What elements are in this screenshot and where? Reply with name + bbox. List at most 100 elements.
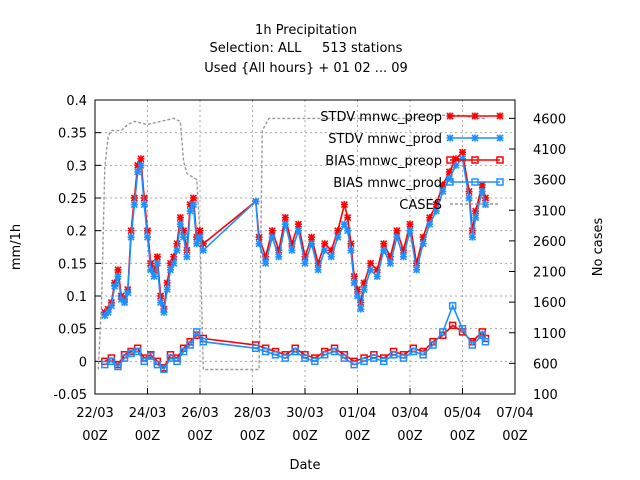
data-point bbox=[189, 194, 198, 202]
title-line-3: Used {All hours} + 01 02 ... 09 bbox=[204, 61, 408, 76]
data-point bbox=[120, 298, 129, 307]
y2-tick-label: 1100 bbox=[533, 327, 566, 342]
legend-entry: BIAS mnwc_preop bbox=[325, 154, 504, 169]
data-point bbox=[471, 112, 479, 120]
data-point bbox=[311, 357, 319, 366]
data-point bbox=[393, 227, 401, 235]
data-point bbox=[111, 282, 119, 290]
y2-tick-label: 1600 bbox=[533, 296, 566, 311]
x-tick-label-date: 30/03 bbox=[286, 406, 323, 421]
data-point bbox=[281, 214, 289, 222]
x-axis-label: Date bbox=[289, 458, 320, 473]
y-tick-label: 0.4 bbox=[66, 94, 87, 109]
x-tick-label-hour: 00Z bbox=[187, 429, 213, 444]
y-tick-label: 0.1 bbox=[66, 290, 87, 305]
data-point bbox=[439, 187, 447, 196]
data-point bbox=[104, 308, 112, 316]
data-point bbox=[196, 227, 204, 235]
x-tick-label-date: 28/03 bbox=[234, 406, 271, 421]
data-point bbox=[268, 233, 276, 241]
y2-axis-ticks: 100 600 1100 1600 2100 2600 3100 3600 4100 4600 bbox=[509, 112, 566, 403]
data-point bbox=[496, 178, 504, 186]
data-point bbox=[186, 341, 194, 349]
data-point bbox=[452, 161, 460, 169]
data-point bbox=[412, 266, 421, 274]
y-axis-ticks: -0.05 0 0.05 0.1 0.15 0.2 0.25 0.3 0.35 0.4 bbox=[53, 94, 101, 403]
data-point bbox=[367, 259, 375, 267]
data-point bbox=[252, 344, 260, 353]
y-axis-label: mm/1h bbox=[9, 224, 24, 270]
data-point bbox=[153, 360, 162, 369]
y2-tick-label: 2600 bbox=[533, 235, 566, 250]
data-point bbox=[353, 292, 362, 300]
data-point bbox=[252, 197, 260, 205]
data-point bbox=[130, 200, 138, 209]
data-point bbox=[321, 246, 329, 254]
data-point bbox=[173, 246, 181, 254]
data-point bbox=[170, 259, 178, 267]
data-point bbox=[406, 227, 414, 235]
data-point bbox=[458, 324, 467, 333]
x-tick-label-hour: 00Z bbox=[397, 429, 423, 444]
data-point bbox=[478, 187, 486, 196]
data-point bbox=[340, 220, 348, 228]
y-tick-label: 0.05 bbox=[58, 323, 87, 338]
data-point bbox=[114, 266, 122, 274]
y-tick-label: 0.2 bbox=[66, 225, 87, 240]
series-layer bbox=[97, 114, 490, 373]
x-tick-label-date: 26/03 bbox=[181, 406, 218, 421]
data-point bbox=[255, 240, 263, 248]
data-point bbox=[458, 148, 467, 156]
legend-entry: BIAS mnwc_prod bbox=[333, 176, 504, 191]
legend-label: CASES bbox=[399, 198, 442, 213]
data-point bbox=[133, 347, 142, 356]
legend-label: STDV mnwc_prod bbox=[328, 132, 442, 147]
data-point bbox=[399, 354, 408, 362]
chart-title: 1h Precipitation Selection: ALL 513 stat… bbox=[204, 23, 408, 76]
data-point bbox=[143, 233, 152, 241]
data-point bbox=[114, 362, 122, 371]
data-point bbox=[347, 246, 355, 254]
data-point bbox=[380, 246, 388, 254]
series-line bbox=[97, 114, 486, 371]
data-point bbox=[321, 240, 329, 248]
data-point bbox=[120, 354, 129, 362]
y-tick-label: 0.15 bbox=[58, 257, 87, 272]
data-point bbox=[370, 354, 378, 362]
data-point bbox=[199, 337, 208, 346]
data-point bbox=[179, 347, 188, 356]
data-point bbox=[340, 354, 349, 362]
x-tick-label-hour: 00Z bbox=[450, 429, 476, 444]
data-point bbox=[281, 220, 289, 228]
title-line-2: Selection: ALL 513 stations bbox=[210, 41, 403, 56]
legend-entry: STDV mnwc_prod bbox=[328, 132, 504, 147]
data-point bbox=[199, 246, 207, 254]
legend-entry: CASES bbox=[399, 198, 500, 213]
data-point bbox=[429, 341, 437, 349]
y-tick-label: 0 bbox=[79, 355, 87, 370]
data-point bbox=[307, 240, 316, 248]
data-point bbox=[193, 240, 201, 248]
data-point bbox=[432, 207, 440, 215]
data-point bbox=[150, 272, 158, 280]
y2-tick-label: 600 bbox=[533, 357, 558, 372]
data-point bbox=[163, 285, 171, 294]
legend: STDV mnwc_preop STDV mnwc_prod BIAS mnwc_p… bbox=[320, 110, 504, 213]
data-point bbox=[340, 200, 348, 209]
data-point bbox=[301, 354, 309, 362]
data-point bbox=[330, 347, 339, 356]
title-line-1: 1h Precipitation bbox=[255, 23, 357, 38]
data-point bbox=[183, 253, 191, 261]
data-point bbox=[160, 308, 168, 316]
data-point bbox=[357, 305, 365, 313]
data-point bbox=[468, 341, 477, 349]
data-point bbox=[360, 285, 368, 294]
data-point bbox=[458, 155, 467, 163]
data-point bbox=[389, 351, 398, 359]
series-bias-mnwc-prod bbox=[101, 302, 490, 373]
data-point bbox=[180, 233, 188, 241]
x-tick-label-date: 05/04 bbox=[444, 406, 481, 421]
x-tick-label-hour: 00Z bbox=[502, 429, 528, 444]
data-point bbox=[157, 298, 165, 307]
data-point bbox=[468, 233, 476, 241]
